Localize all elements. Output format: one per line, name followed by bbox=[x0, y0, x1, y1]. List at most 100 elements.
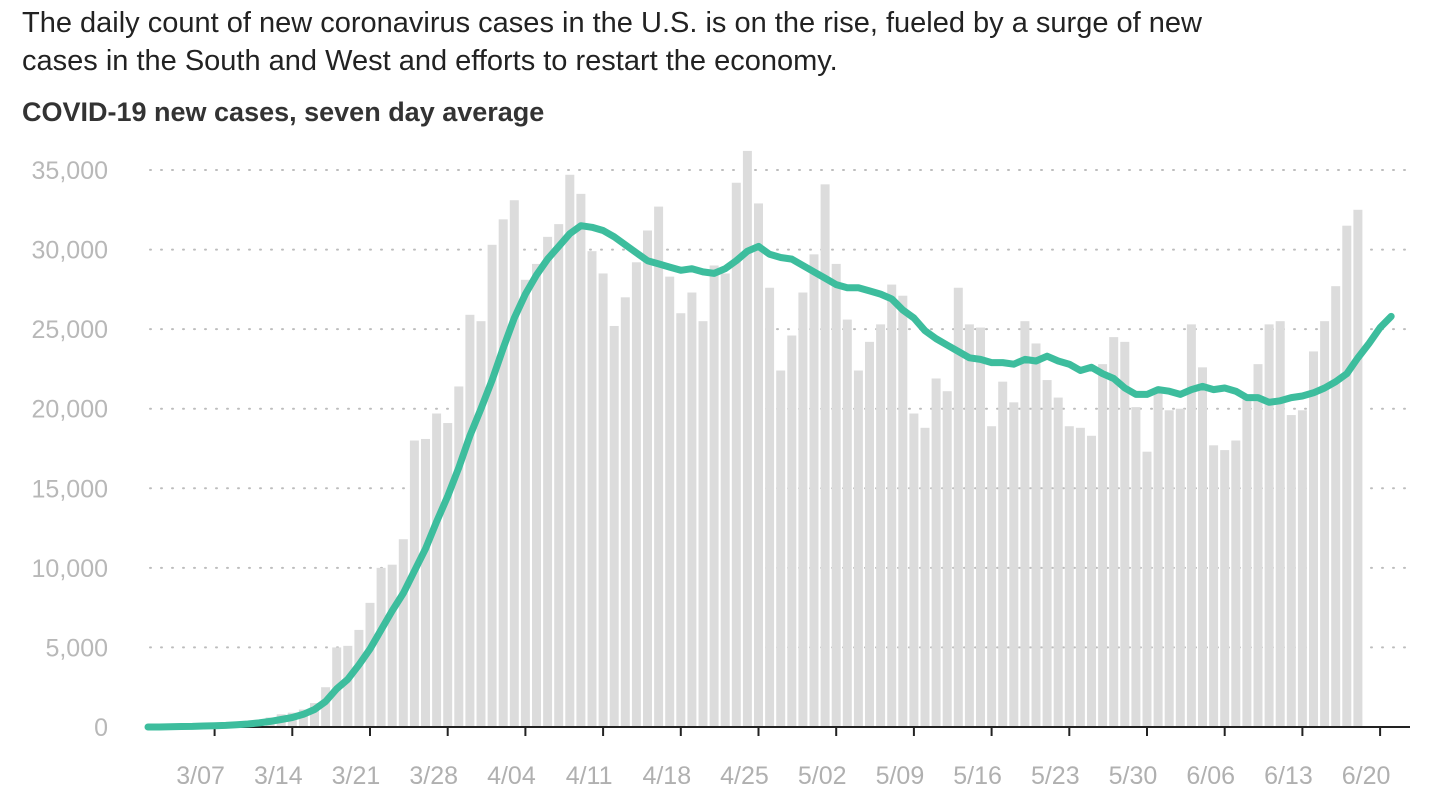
daily-case-bar bbox=[620, 297, 630, 727]
daily-case-bar bbox=[543, 236, 553, 727]
daily-case-bar bbox=[1309, 351, 1318, 727]
daily-case-bar bbox=[1087, 435, 1096, 727]
daily-case-bar bbox=[376, 567, 386, 727]
daily-case-bar bbox=[1353, 209, 1363, 728]
daily-case-bar bbox=[310, 703, 319, 727]
daily-case-bar bbox=[1231, 440, 1241, 727]
x-tick-label: 5/16 bbox=[953, 762, 1002, 790]
x-tick-label: 3/21 bbox=[332, 762, 381, 790]
daily-case-bar bbox=[887, 284, 897, 727]
daily-case-bar bbox=[631, 262, 641, 727]
daily-case-bar bbox=[1264, 324, 1274, 727]
daily-case-bar bbox=[1198, 367, 1207, 727]
daily-case-bar bbox=[421, 438, 430, 727]
daily-case-bar bbox=[942, 391, 952, 727]
daily-case-bar bbox=[809, 254, 819, 728]
daily-case-bar bbox=[1331, 286, 1341, 727]
x-tick-label: 4/18 bbox=[642, 762, 691, 790]
daily-case-bar bbox=[1242, 399, 1252, 727]
daily-case-bar bbox=[1342, 225, 1352, 727]
daily-case-bar bbox=[554, 224, 564, 727]
x-tick-label: 5/30 bbox=[1109, 762, 1158, 790]
daily-case-bar bbox=[321, 687, 331, 727]
x-tick-label: 3/14 bbox=[254, 762, 303, 790]
daily-case-bar bbox=[1297, 410, 1307, 727]
x-tick-label: 5/23 bbox=[1031, 762, 1080, 790]
daily-case-bar bbox=[1098, 364, 1108, 727]
daily-case-bar bbox=[454, 386, 464, 727]
daily-case-bar bbox=[1253, 364, 1263, 727]
daily-case-bar bbox=[1175, 408, 1185, 727]
x-tick-label: 3/28 bbox=[409, 762, 458, 790]
x-tick-label: 5/09 bbox=[876, 762, 925, 790]
daily-case-bar bbox=[998, 381, 1008, 727]
daily-case-bar bbox=[1053, 397, 1063, 727]
daily-case-bar bbox=[831, 263, 841, 727]
daily-case-bar bbox=[465, 314, 475, 727]
headline: The daily count of new coronavirus cases… bbox=[22, 4, 1402, 80]
daily-case-bar bbox=[1020, 321, 1030, 727]
daily-case-bar bbox=[1153, 392, 1163, 727]
x-tick-label: 4/04 bbox=[487, 762, 536, 790]
seven-day-average-path bbox=[144, 222, 1395, 731]
y-tick-label: 0 bbox=[94, 714, 108, 742]
daily-case-bar bbox=[964, 324, 974, 727]
daily-case-bars bbox=[165, 150, 1363, 728]
daily-case-bar bbox=[754, 203, 763, 728]
daily-case-bar bbox=[1075, 427, 1085, 727]
chart-title: COVID-19 new cases, seven day average bbox=[22, 97, 545, 127]
daily-case-bar bbox=[354, 629, 364, 727]
daily-case-bar bbox=[853, 370, 863, 727]
daily-case-bar bbox=[1109, 337, 1119, 727]
daily-case-bar bbox=[576, 193, 586, 727]
x-tick-label: 4/11 bbox=[566, 762, 613, 790]
daily-case-bar bbox=[498, 219, 508, 727]
x-tick-label: 3/07 bbox=[176, 762, 225, 790]
daily-case-bar bbox=[565, 174, 575, 727]
daily-case-bar bbox=[643, 230, 652, 727]
y-tick-label: 15,000 bbox=[32, 475, 108, 503]
daily-case-bar bbox=[820, 184, 830, 727]
headline-line-2: cases in the South and West and efforts … bbox=[22, 45, 838, 77]
x-tick-label: 6/20 bbox=[1342, 762, 1391, 790]
daily-case-bar bbox=[476, 321, 486, 727]
daily-case-bar bbox=[487, 244, 497, 727]
daily-case-bar bbox=[1031, 343, 1041, 727]
daily-case-bar bbox=[387, 564, 397, 727]
daily-case-bar bbox=[976, 327, 985, 727]
daily-case-bar bbox=[1042, 380, 1052, 727]
seven-day-average-line bbox=[144, 222, 1395, 731]
daily-case-bar bbox=[1120, 341, 1130, 727]
daily-case-bar bbox=[532, 263, 541, 727]
x-tick-label: 4/25 bbox=[720, 762, 769, 790]
x-tick-label: 6/06 bbox=[1186, 762, 1235, 790]
x-axis bbox=[150, 726, 1410, 736]
daily-case-bar bbox=[509, 200, 519, 728]
y-tick-label: 25,000 bbox=[32, 316, 108, 344]
y-axis-tick-labels: 0 5,000 10,000 15,000 20,000 25,000 30,000 35,0… bbox=[32, 157, 108, 742]
daily-case-bar bbox=[1220, 450, 1230, 727]
daily-case-bar bbox=[742, 150, 752, 728]
daily-case-bar bbox=[987, 426, 997, 727]
daily-case-bar bbox=[1209, 445, 1219, 727]
daily-case-bar bbox=[676, 313, 686, 727]
y-tick-label: 20,000 bbox=[32, 396, 108, 424]
daily-case-bar bbox=[698, 321, 708, 727]
headline-line-1: The daily count of new coronavirus cases… bbox=[22, 7, 1202, 39]
daily-case-bar bbox=[654, 206, 664, 728]
daily-case-bar bbox=[898, 295, 908, 727]
daily-case-bar bbox=[931, 378, 941, 727]
y-tick-label: 10,000 bbox=[32, 555, 108, 583]
daily-case-bar bbox=[1131, 407, 1141, 727]
daily-case-bar bbox=[909, 413, 919, 727]
daily-case-bar bbox=[709, 265, 719, 727]
daily-case-bar bbox=[953, 287, 963, 727]
daily-case-bar bbox=[765, 287, 775, 727]
daily-case-bar bbox=[1064, 426, 1074, 727]
x-tick-label: 5/02 bbox=[798, 762, 847, 790]
daily-case-bar bbox=[1009, 402, 1019, 727]
daily-case-bar bbox=[720, 273, 730, 727]
daily-case-bar bbox=[609, 325, 619, 727]
daily-case-bar bbox=[1186, 324, 1196, 727]
